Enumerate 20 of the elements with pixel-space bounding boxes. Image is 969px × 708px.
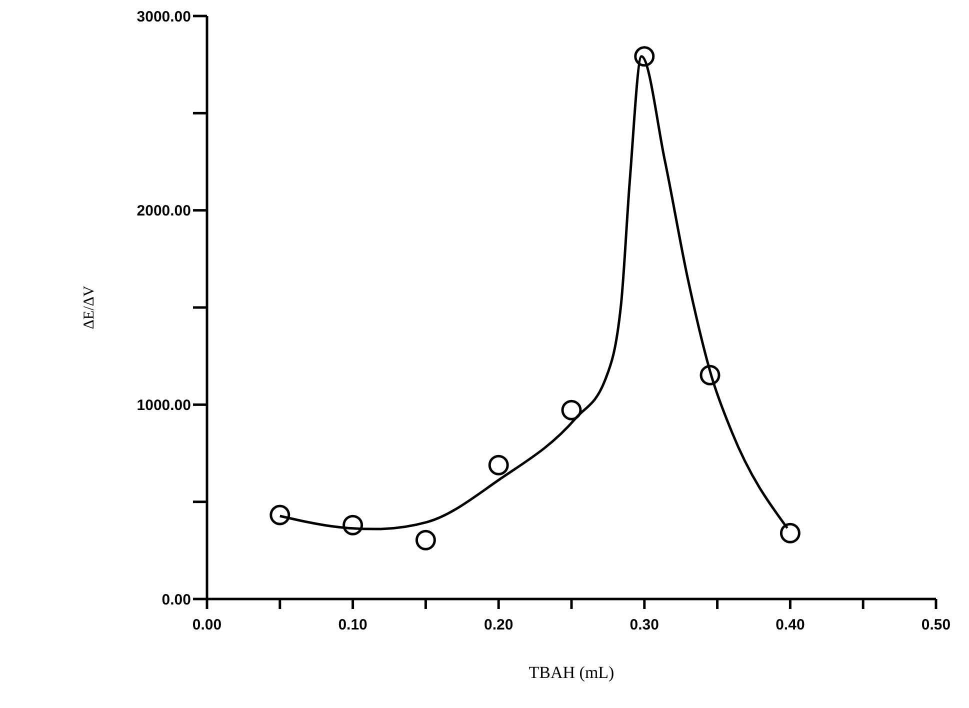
point <box>342 514 364 536</box>
point <box>780 522 800 544</box>
y-tick-label: 3000.00 <box>136 8 191 26</box>
point <box>415 530 436 550</box>
point <box>561 400 582 420</box>
x-tick-label: 0.10 <box>338 616 368 634</box>
x-tick-label: 0.40 <box>776 616 805 634</box>
x-tick-label: 0.30 <box>630 616 659 634</box>
x-tick-label: 0.20 <box>484 616 514 634</box>
x-axis-title: TBAH (mL) <box>528 663 614 682</box>
y-tick-label: 2000.00 <box>136 202 191 220</box>
x-tick-label: 0.50 <box>921 616 951 634</box>
point <box>488 454 509 476</box>
point <box>270 504 290 526</box>
y-tick-label: 1000.00 <box>136 396 191 414</box>
point <box>700 364 720 386</box>
y-axis-title: ΔE/ΔV <box>81 286 98 330</box>
point <box>634 46 655 67</box>
x-tick-label: 0.00 <box>192 616 222 634</box>
y-tick-label: 0.00 <box>162 591 191 608</box>
